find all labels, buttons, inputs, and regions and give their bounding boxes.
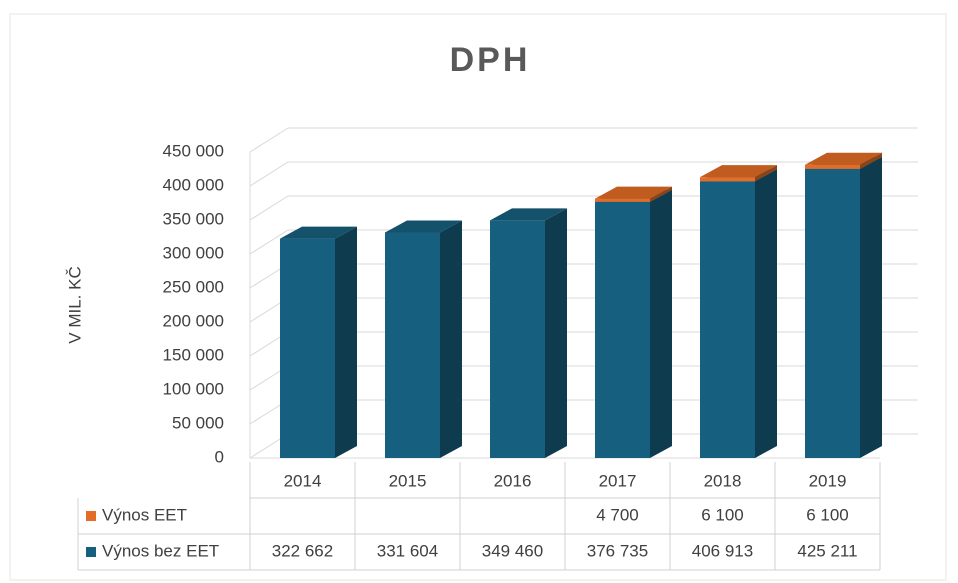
bar	[805, 168, 860, 459]
bar	[280, 238, 335, 458]
table-value: 376 735	[587, 541, 648, 560]
bar-side	[335, 226, 357, 458]
bar-side	[650, 189, 672, 459]
bar-top	[595, 186, 672, 199]
bar	[595, 198, 650, 202]
side-grid-line	[249, 229, 289, 255]
legend-swatch	[86, 547, 96, 557]
legend-label: Výnos bez EET	[102, 541, 219, 560]
y-tick-label: 150 000	[163, 345, 224, 364]
legend-label: Výnos EET	[102, 505, 187, 524]
bar-side	[860, 156, 882, 459]
chart-frame	[9, 13, 947, 581]
legend-swatch	[86, 511, 96, 521]
y-tick-label: 50 000	[172, 413, 224, 432]
y-tick-label: 250 000	[163, 277, 224, 296]
x-tick-label: 2016	[494, 471, 532, 490]
y-axis-title: V MIL. KČ	[65, 266, 84, 343]
bar-side	[440, 220, 462, 458]
x-tick-label: 2017	[599, 471, 637, 490]
table-value: 331 604	[377, 541, 438, 560]
bar-top	[280, 226, 357, 239]
y-tick-label: 400 000	[163, 175, 224, 194]
bar-top	[805, 152, 882, 165]
bar-side	[860, 152, 882, 169]
y-tick-label: 450 000	[163, 141, 224, 160]
bar-top	[700, 165, 777, 178]
bar	[595, 201, 650, 459]
x-tick-label: 2018	[704, 471, 742, 490]
table-value: 4 700	[596, 505, 639, 524]
y-tick-label: 0	[215, 447, 224, 466]
bar	[490, 220, 545, 458]
bar	[805, 164, 860, 169]
chart-title: DPH	[450, 41, 531, 79]
y-tick-label: 200 000	[163, 311, 224, 330]
y-tick-label: 100 000	[163, 379, 224, 398]
bar-side	[755, 169, 777, 458]
y-tick-label: 300 000	[163, 243, 224, 262]
y-tick-label: 350 000	[163, 209, 224, 228]
x-tick-label: 2015	[389, 471, 427, 490]
bar-top	[490, 208, 567, 221]
bar-side	[650, 186, 672, 202]
side-grid-line	[249, 127, 289, 153]
x-tick-label: 2014	[284, 471, 322, 490]
table-value: 322 662	[272, 541, 333, 560]
bar	[385, 232, 440, 458]
table-value: 406 913	[692, 541, 753, 560]
table-value: 6 100	[701, 505, 744, 524]
bar	[700, 177, 755, 182]
side-grid-line	[249, 195, 289, 221]
bar-top	[385, 220, 462, 233]
table-value: 349 460	[482, 541, 543, 560]
bar-side	[545, 208, 567, 458]
table-value: 6 100	[806, 505, 849, 524]
table-value: 425 211	[797, 541, 857, 560]
bar	[700, 181, 755, 458]
side-grid-line	[249, 161, 289, 187]
bar-side	[755, 165, 777, 182]
x-tick-label: 2019	[809, 471, 847, 490]
